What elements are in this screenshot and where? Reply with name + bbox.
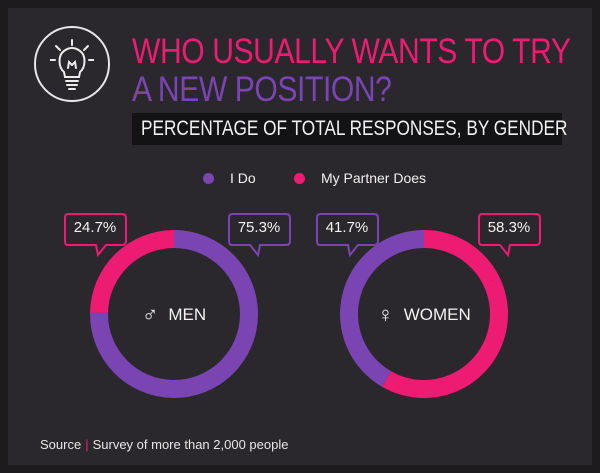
donut-slice-women-i-do	[340, 230, 424, 387]
callout-bubble-women-i-do	[316, 213, 379, 257]
infographic-panel	[8, 8, 592, 465]
subtitle: PERCENTAGE OF TOTAL RESPONSES, BY GENDER	[141, 117, 568, 140]
legend-label-i-do: I Do	[230, 170, 256, 186]
source-separator: |	[85, 437, 89, 452]
callout-bubble-women-partner	[478, 213, 541, 257]
center-text-women: WOMEN	[403, 305, 471, 324]
center-label-women: ♀ WOMEN	[349, 304, 499, 326]
title-line-1: WHO USUALLY WANTS TO TRY	[132, 32, 571, 71]
legend-label-partner: My Partner Does	[321, 170, 427, 186]
donut-slice-women-partner	[382, 230, 508, 398]
slice-label-men-i-do: 75.3%	[237, 219, 281, 236]
legend: I Do My Partner Does	[0, 170, 600, 190]
male-symbol-icon: ♂	[141, 302, 159, 327]
legend-swatch-i-do	[203, 172, 214, 184]
subtitle-bar: PERCENTAGE OF TOTAL RESPONSES, BY GENDER	[132, 113, 567, 145]
title-line-2: A NEW POSITION?	[132, 70, 392, 109]
slice-label-women-partner: 58.3%	[487, 219, 531, 236]
legend-item-partner: My Partner Does	[294, 170, 426, 186]
source-note: Source | Survey of more than 2,000 people	[40, 437, 288, 452]
source-label: Source	[40, 437, 82, 452]
legend-item-i-do: I Do	[203, 170, 256, 186]
slice-label-men-partner: 24.7%	[73, 219, 117, 236]
donut-slice-men-partner	[90, 230, 174, 313]
center-text-men: MEN	[168, 305, 207, 324]
callout-bubble-men-i-do	[228, 213, 291, 257]
lightbulb-badge	[34, 26, 110, 102]
female-symbol-icon: ♀	[377, 302, 394, 327]
slice-label-women-i-do: 41.7%	[325, 219, 369, 236]
donut-chart-women	[340, 230, 508, 398]
donut-chart-men	[90, 230, 258, 398]
legend-swatch-partner	[294, 172, 305, 184]
lightbulb-icon	[50, 39, 94, 90]
center-label-men: ♂ MEN	[99, 304, 249, 326]
callout-bubble-men-partner	[64, 213, 127, 257]
source-text: Survey of more than 2,000 people	[92, 437, 289, 452]
